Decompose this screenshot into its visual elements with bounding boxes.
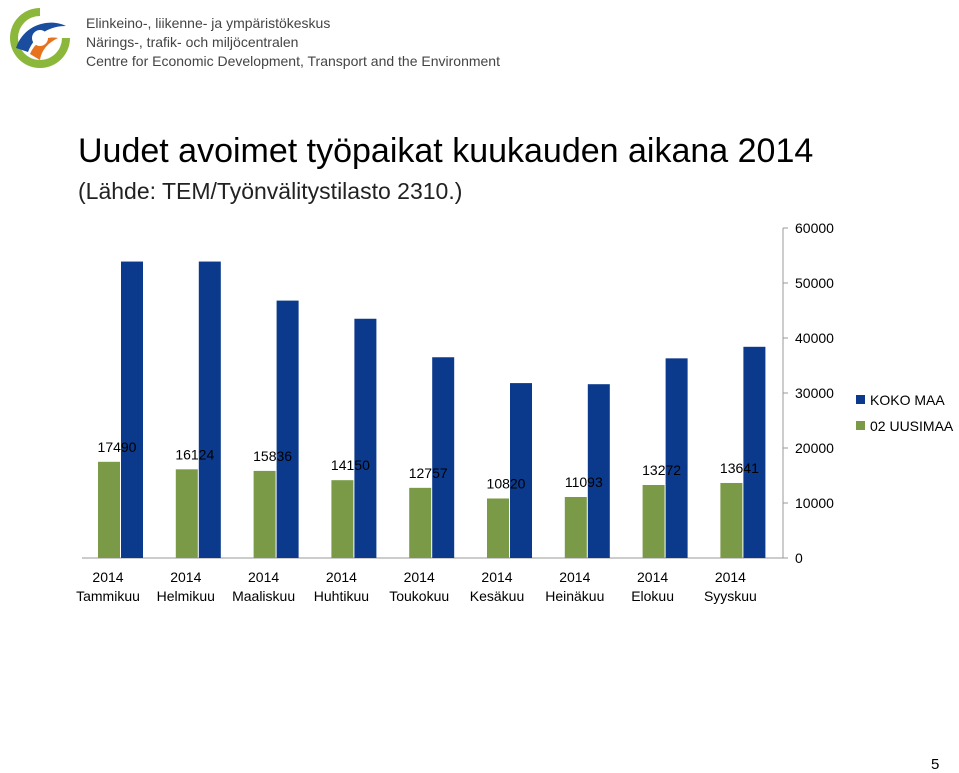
bar-koko-maa <box>432 357 455 558</box>
x-tick-label-month: Heinäkuu <box>545 588 604 604</box>
bar-uusimaa <box>98 461 120 558</box>
x-tick-label-month: Huhtikuu <box>314 588 369 604</box>
data-label: 15836 <box>253 448 292 464</box>
x-tick-label-month: Toukokuu <box>389 588 449 604</box>
data-label: 14150 <box>331 457 370 473</box>
bar-uusimaa <box>253 470 276 558</box>
x-tick-label-year: 2014 <box>326 569 357 585</box>
bar-uusimaa <box>642 485 665 558</box>
legend-label: 02 UUSIMAA <box>870 418 954 434</box>
slide-title: Uudet avoimet työpaikat kuukauden aikana… <box>78 132 814 170</box>
org-line-sv: Närings-, trafik- och miljöcentralen <box>86 34 299 50</box>
bar-uusimaa <box>175 469 198 558</box>
bar-uusimaa <box>564 496 587 558</box>
x-tick-label-year: 2014 <box>248 569 279 585</box>
legend-swatch <box>856 395 865 404</box>
x-tick-label-year: 2014 <box>481 569 512 585</box>
org-line-fi: Elinkeino-, liikenne- ja ympäristökeskus <box>86 15 331 31</box>
data-label: 13272 <box>642 462 681 478</box>
x-tick-label-month: Maaliskuu <box>232 588 295 604</box>
data-label: 12757 <box>409 465 448 481</box>
y-tick-label: 60000 <box>795 220 834 236</box>
x-tick-label-year: 2014 <box>715 569 746 585</box>
y-tick-label: 20000 <box>795 440 834 456</box>
page-number: 5 <box>931 756 940 773</box>
ely-logo-icon <box>10 8 70 68</box>
data-label: 11093 <box>565 474 603 490</box>
bar-uusimaa <box>331 480 354 558</box>
x-tick-label-year: 2014 <box>404 569 435 585</box>
y-tick-label: 40000 <box>795 330 834 346</box>
y-tick-label: 0 <box>795 550 803 566</box>
bar-koko-maa <box>354 318 377 558</box>
y-tick-label: 50000 <box>795 275 834 291</box>
x-tick-label-month: Syyskuu <box>704 588 757 604</box>
data-label: 17490 <box>98 439 137 455</box>
bar-koko-maa <box>276 300 299 558</box>
bar-koko-maa <box>510 383 532 558</box>
organization-name: Elinkeino-, liikenne- ja ympäristökeskus… <box>86 14 500 71</box>
y-tick-label: 10000 <box>795 495 834 511</box>
x-tick-label-month: Elokuu <box>631 588 674 604</box>
bar-uusimaa <box>720 482 743 558</box>
x-tick-label-month: Kesäkuu <box>470 588 524 604</box>
x-tick-label-month: Helmikuu <box>157 588 215 604</box>
bar-koko-maa <box>121 261 143 558</box>
bar-koko-maa <box>665 358 688 558</box>
bar-uusimaa <box>487 498 509 558</box>
y-tick-label: 30000 <box>795 385 834 401</box>
bar-koko-maa <box>587 384 610 558</box>
legend-label: KOKO MAA <box>870 392 945 408</box>
x-tick-label-year: 2014 <box>559 569 590 585</box>
bar-uusimaa <box>409 487 432 558</box>
legend-swatch <box>856 421 865 430</box>
x-tick-label-year: 2014 <box>92 569 123 585</box>
x-tick-label-year: 2014 <box>170 569 201 585</box>
data-label: 10820 <box>487 475 526 491</box>
org-line-en: Centre for Economic Development, Transpo… <box>86 53 500 69</box>
bar-koko-maa <box>198 261 221 558</box>
x-tick-label-month: Tammikuu <box>76 588 140 604</box>
x-tick-label-year: 2014 <box>637 569 668 585</box>
slide-subtitle: (Lähde: TEM/Työnvälitystilasto 2310.) <box>78 178 463 204</box>
data-label: 13641 <box>720 460 759 476</box>
data-label: 16124 <box>175 446 214 462</box>
bar-koko-maa <box>743 346 766 558</box>
